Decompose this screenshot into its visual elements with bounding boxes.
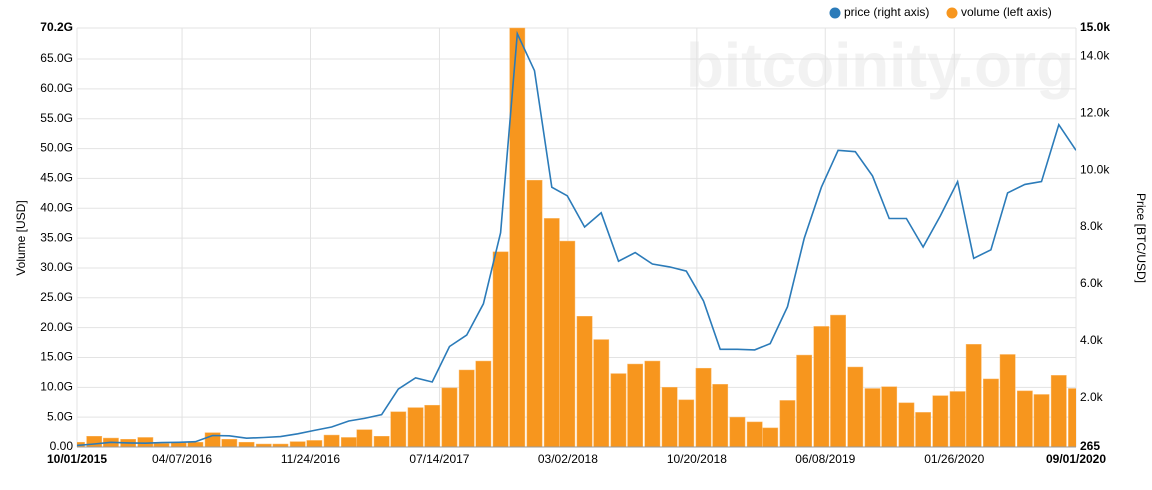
y-tick-label: 55.0G — [40, 111, 73, 125]
plot-area — [77, 27, 1076, 447]
y2-tick-label: 2.0k — [1080, 390, 1104, 404]
bar — [965, 344, 982, 447]
bar — [762, 427, 779, 447]
bar — [949, 391, 966, 447]
y-tick-label: 50.0G — [40, 141, 73, 155]
bar — [712, 384, 729, 447]
price-line — [77, 30, 1076, 447]
bar — [678, 399, 695, 447]
y2-tick-label: 15.0k — [1080, 20, 1110, 34]
bar — [847, 366, 864, 447]
x-tick-label: 01/26/2020 — [924, 452, 984, 466]
legend-marker — [946, 7, 958, 19]
bar — [881, 386, 898, 447]
bar — [627, 363, 644, 447]
bar — [830, 314, 846, 447]
y2-tick-label: 6.0k — [1080, 276, 1104, 290]
bar — [644, 360, 661, 447]
y-tick-label: 40.0G — [40, 200, 73, 214]
bar — [407, 407, 424, 447]
y-tick-label: 30.0G — [40, 260, 73, 274]
bar — [306, 440, 323, 447]
y2-tick-label: 10.0k — [1080, 162, 1110, 176]
bar — [1033, 394, 1050, 447]
y-tick-label: 20.0G — [40, 320, 73, 334]
bar — [813, 326, 830, 447]
y2-axis-title: Price [BTC/USD] — [1134, 193, 1148, 283]
bar — [559, 240, 576, 447]
bar — [441, 387, 458, 447]
bar — [610, 373, 627, 447]
x-tick-label: 04/07/2016 — [152, 452, 212, 466]
y2-tick-label: 8.0k — [1080, 219, 1104, 233]
bar — [915, 412, 931, 447]
bar — [661, 387, 678, 447]
bar — [289, 441, 306, 447]
bar — [593, 339, 610, 447]
bar — [779, 400, 796, 447]
bar — [187, 441, 204, 447]
bar — [543, 218, 560, 447]
bar — [390, 411, 407, 447]
legend-label: price (right axis) — [844, 5, 929, 19]
y-tick-label: 5.0G — [47, 409, 73, 423]
bar — [695, 367, 712, 447]
legend-label: volume (left axis) — [961, 5, 1052, 19]
bar — [356, 429, 373, 447]
y-tick-label: 65.0G — [40, 51, 73, 65]
y2-tick-label: 14.0k — [1080, 49, 1110, 63]
x-tick-label: 07/14/2017 — [409, 452, 469, 466]
watermark: bitcoinity.org — [686, 31, 1074, 100]
bar — [424, 404, 441, 447]
x-tick-label: 10/01/2015 — [47, 452, 107, 466]
bar — [221, 438, 238, 447]
bar — [458, 369, 475, 447]
bar — [373, 436, 390, 447]
y-axis-title: Volume [USD] — [14, 200, 28, 275]
y-tick-label: 60.0G — [40, 81, 73, 95]
x-tick-label: 09/01/2020 — [1046, 452, 1106, 466]
y-tick-label: 45.0G — [40, 171, 73, 185]
bar — [509, 27, 526, 447]
y2-tick-label: 12.0k — [1080, 105, 1110, 119]
bar — [796, 354, 813, 447]
legend-marker — [829, 7, 841, 19]
bar — [323, 434, 340, 447]
bar — [983, 378, 999, 447]
bar — [746, 421, 763, 447]
bar — [153, 443, 170, 447]
y2-tick-label: 265 — [1080, 439, 1100, 453]
bar — [526, 179, 543, 447]
bar — [999, 354, 1016, 447]
y-tick-label: 70.2G — [40, 20, 73, 34]
bar — [576, 316, 593, 447]
y-tick-label: 15.0G — [40, 350, 73, 364]
bar — [475, 360, 492, 447]
y-tick-label: 25.0G — [40, 290, 73, 304]
bar — [864, 388, 881, 447]
x-tick-label: 11/24/2016 — [281, 452, 340, 466]
bar — [932, 395, 949, 447]
bar — [1016, 390, 1033, 447]
y-tick-label: 10.0G — [40, 379, 73, 393]
y-tick-label: 35.0G — [40, 230, 73, 244]
bar — [729, 416, 746, 447]
y2-tick-label: 4.0k — [1080, 333, 1104, 347]
x-tick-label: 10/20/2018 — [667, 452, 727, 466]
x-tick-label: 03/02/2018 — [538, 452, 598, 466]
bar — [170, 442, 187, 447]
bar — [340, 437, 357, 447]
bar — [86, 436, 103, 447]
bar — [238, 441, 255, 447]
bar — [492, 251, 509, 447]
x-tick-label: 06/08/2019 — [795, 452, 855, 466]
bar — [1050, 375, 1067, 447]
bar — [898, 402, 915, 447]
y-tick-label: 0.00 — [50, 439, 74, 453]
